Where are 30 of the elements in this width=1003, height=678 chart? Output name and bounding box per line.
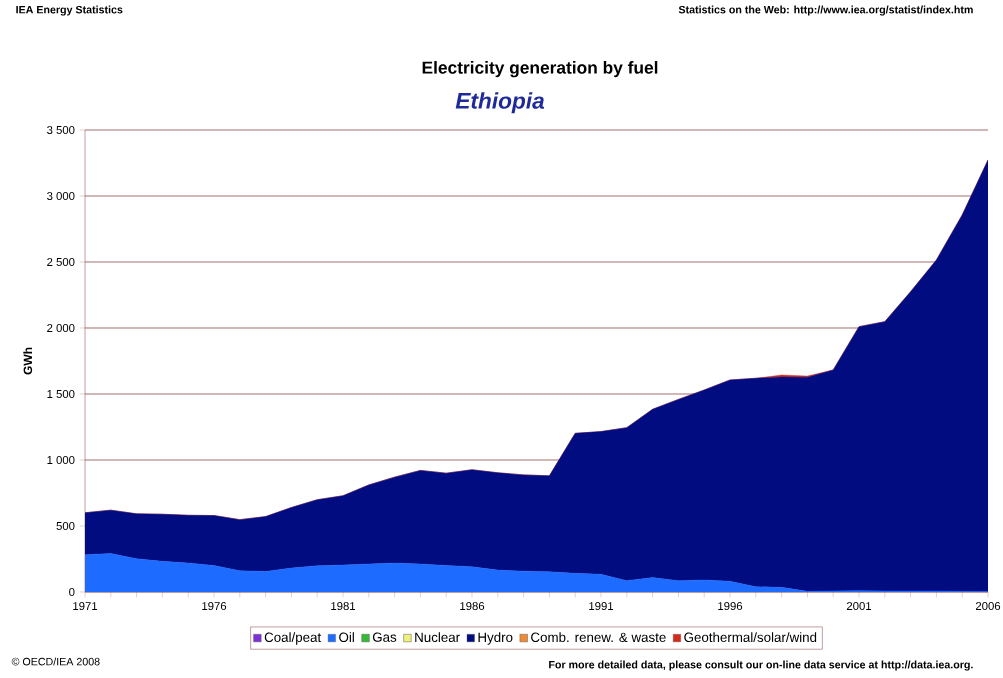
- chart-title: Electricity generation by fuel: [422, 61, 658, 78]
- x-tick-label: 1986: [460, 602, 485, 611]
- y-tick-label: 500: [56, 521, 75, 530]
- legend-label: Hydro: [478, 632, 513, 645]
- y-tick-label: 1 000: [47, 455, 75, 464]
- text: © OECD/IEA 2008: [11, 657, 100, 666]
- x-tick-label: 1981: [331, 602, 356, 611]
- legend-label: Geothermal/solar/wind: [684, 632, 817, 643]
- legend-label: Coal/peat: [264, 632, 322, 645]
- x-tick-label: 2001: [846, 602, 872, 611]
- text: Statistics on the Web: http://www.iea.org/statist/index.htm: [678, 5, 973, 16]
- y-tick-label: 2 000: [47, 323, 75, 332]
- x-tick-label: 1971: [73, 602, 98, 611]
- x-tick-label: 1991: [589, 602, 614, 611]
- y-tick-label: 3 500: [47, 125, 75, 134]
- text: For more detailed data, please consult our on-line data service at http://data.iea.org.: [549, 660, 973, 671]
- y-tick-label: 0: [69, 587, 75, 596]
- y-tick-label: 3 000: [47, 191, 75, 200]
- chart-subtitle: Ethiopia: [455, 92, 545, 114]
- y-tick-label: 1 500: [47, 389, 75, 398]
- legend-label: Nuclear: [415, 632, 460, 643]
- legend-label: Comb. renew. & waste: [531, 632, 666, 643]
- x-tick-label: 2006: [975, 602, 1001, 611]
- legend-label: Gas: [372, 632, 397, 642]
- legend-label: Oil: [339, 632, 354, 643]
- x-tick-label: 1996: [718, 602, 743, 611]
- y-axis-title: GWh: [23, 347, 33, 375]
- x-tick-label: 1976: [202, 602, 227, 611]
- y-tick-label: 2 500: [47, 257, 75, 266]
- text: IEA Energy Statistics: [16, 5, 123, 16]
